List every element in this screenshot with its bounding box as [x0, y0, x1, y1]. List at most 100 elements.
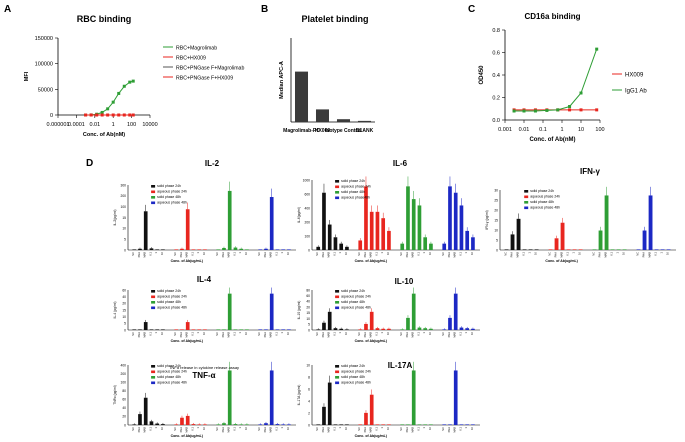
y-tick-label: 30 — [494, 188, 498, 192]
bar-aqueous-phase-24h-1 — [197, 329, 202, 330]
y-axis-label: IFN-γ (pg/ml) — [485, 210, 489, 229]
bar-aqueous-phase-48h-pha — [448, 424, 452, 425]
bar-aqueous-phase-24h-nc — [358, 424, 363, 425]
x-tick-label: PHA — [321, 427, 325, 433]
bar-aqueous-phase-24h-10 — [203, 249, 207, 250]
bar-aqueous-phase-24h-pha — [364, 323, 368, 330]
panel-letter-b: B — [261, 4, 268, 15]
legend-label: solid phase 24h — [341, 364, 365, 368]
x-tick-label: NC — [357, 252, 361, 256]
panel-letter-a: A — [4, 4, 11, 15]
bar-aqueous-phase-24h-pha — [180, 248, 184, 250]
x-tick-label: MAB — [453, 427, 457, 433]
bar-solid-phase-24h-0-1 — [149, 329, 154, 330]
data-point-rbc-magrolimab — [131, 79, 135, 83]
bar-solid-phase-48h-pha — [406, 317, 410, 330]
x-tick-label: MAB — [369, 427, 373, 433]
bar-aqueous-phase48h-1 — [465, 230, 470, 250]
panel-letter-c: C — [468, 4, 475, 15]
x-tick-label: NC — [315, 332, 319, 336]
x-tick-label: PHA — [221, 332, 225, 338]
bar-aqueous-phase-24h-nc — [358, 240, 363, 250]
bar-aqueous-phase-24h-mab — [369, 311, 374, 330]
x-tick-label: MAB — [269, 427, 273, 433]
x-tick-label: NC — [399, 427, 403, 431]
bar-aqueous-phase48h-mab — [453, 192, 458, 250]
y-axis-label: MFI — [24, 71, 30, 81]
x-tick-label: 0.1 — [416, 251, 420, 255]
legend-label: aqueous phase 48h — [157, 306, 187, 310]
x-tick-label: 10 — [428, 251, 432, 254]
x-tick-label: 1 — [616, 251, 620, 253]
bar-aqueous-phase-24h-pha — [364, 186, 368, 250]
data-point-igg1-ab — [522, 109, 526, 113]
y-tick-label: 0.8 — [492, 28, 500, 34]
bar-aqueous-phase-24h-0-1 — [375, 211, 380, 250]
bar-aqueous-phase-24h-0-1 — [375, 328, 380, 330]
x-tick-label: 10 — [244, 251, 248, 254]
x-tick-label: 0.01 — [519, 127, 530, 133]
x-tick-label: 1 — [660, 251, 664, 253]
y-tick-label: 0 — [308, 248, 310, 252]
x-tick-label: 1 — [338, 426, 342, 428]
y-tick-label: 60 — [122, 398, 126, 402]
legend-label: aqueous phase 24h — [157, 370, 187, 374]
bar-solid-phase-24h-10 — [345, 424, 349, 425]
x-tick-label: 1 — [422, 331, 426, 333]
bar-aqueous-phase-48h-mab — [648, 195, 653, 250]
bar-solid-phase-24h-1 — [155, 423, 160, 425]
chart-title: IL-6 — [393, 159, 408, 168]
y-tick-label: 1000 — [303, 178, 311, 182]
y-tick-label: 0.2 — [492, 96, 500, 102]
data-point-hx009 — [595, 108, 599, 112]
x-tick-label: 0.001 — [498, 127, 512, 133]
x-tick-label: 10 — [386, 426, 390, 429]
bar-aqueous-phase-48h-mab — [269, 293, 274, 330]
bar-aqueous-phase-24h-mab — [369, 211, 374, 250]
y-tick-label: 60 — [306, 294, 310, 298]
x-tick-label: 1 — [154, 426, 158, 428]
bar-solid-phase-48h-nc — [592, 249, 597, 250]
x-tick-label: 10 — [286, 426, 290, 429]
bar-solid-phase-48h-pha — [406, 424, 410, 425]
x-tick-label: 1 — [280, 426, 284, 428]
x-tick-label: 0.1 — [332, 331, 336, 335]
legend-swatch — [151, 306, 156, 310]
bar-aqueous-phase-24h-10 — [203, 329, 207, 330]
bar-solid-phase-24h-pha — [138, 248, 142, 250]
bar-aqueous-phase-24h-1 — [381, 218, 386, 250]
x-tick-label: 0.1 — [374, 251, 378, 255]
bar-solid-phase-24h-10 — [345, 329, 349, 330]
bar-aqueous-phase-48h-0-1 — [459, 327, 464, 330]
legend-swatch — [335, 180, 340, 183]
x-tick-label: PHA — [642, 252, 646, 258]
bar-solid-phase-48h-0-1 — [417, 424, 422, 425]
y-tick-label: 600 — [304, 192, 310, 196]
x-tick-label: 1 — [422, 426, 426, 428]
legend-label: solid phase 48h — [157, 300, 181, 304]
x-tick-label: 1 — [238, 251, 242, 253]
y-tick-label: 300 — [120, 183, 126, 187]
bar-solid-phase-24h-0-1 — [149, 248, 154, 250]
x-tick-label: PHA — [137, 252, 141, 258]
x-tick-label: 1 — [196, 426, 200, 428]
legend-swatch — [151, 185, 156, 188]
legend-swatch — [335, 306, 340, 310]
legend-swatch — [524, 206, 529, 210]
legend-label: solid phase 48h — [157, 375, 181, 379]
data-point-rbc-magrolimab — [100, 110, 104, 114]
x-tick-label: 0.1 — [566, 251, 570, 255]
bar-solid-phase-48h-10 — [429, 328, 433, 330]
y-tick-label: 200 — [120, 194, 126, 198]
legend-label: aqueous phase 24h — [341, 295, 371, 299]
bar-aqueous-phase-48h-mab — [453, 370, 458, 425]
bar-aqueous-phase-48h-pha — [448, 317, 452, 330]
x-tick-label: Magrolimab-PC — [283, 128, 320, 134]
legend-label: aqueous phase 24h — [341, 185, 371, 189]
bar-aqueous-phase-48h-pha — [642, 230, 647, 250]
x-tick-label: MAB — [327, 252, 331, 258]
x-tick-label: PHA — [405, 332, 409, 338]
